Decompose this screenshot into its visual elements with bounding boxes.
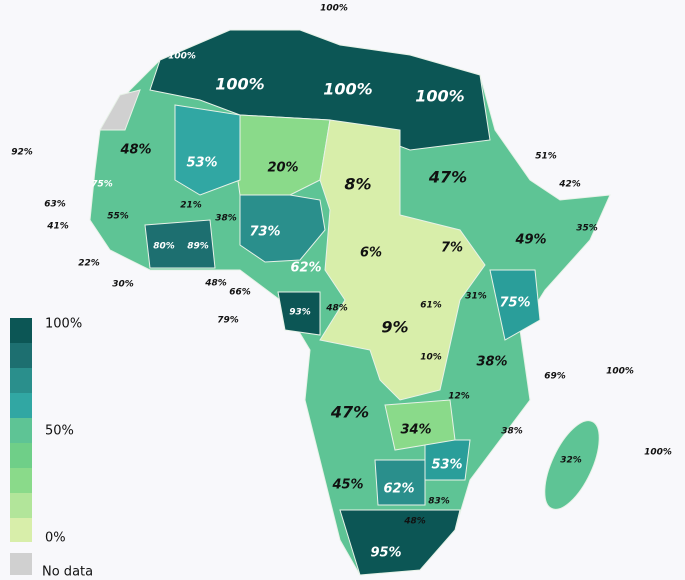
value-label: 48%: [325, 304, 348, 314]
legend-label: 100%: [45, 317, 82, 332]
gabon-region: [277, 291, 321, 336]
value-label: 38%: [215, 214, 237, 224]
value-label: 63%: [44, 200, 66, 210]
value-label: 30%: [112, 280, 134, 290]
value-label: 38%: [476, 355, 507, 370]
legend-swatch: [10, 368, 32, 393]
value-label: 9%: [381, 318, 408, 337]
value-label: 53%: [186, 156, 217, 171]
value-label: 100%: [215, 75, 264, 94]
value-label: 42%: [558, 180, 581, 190]
legend-label: 50%: [45, 424, 74, 439]
zambia-region: [384, 399, 456, 451]
value-label: 51%: [535, 152, 557, 162]
legend-swatch: [10, 518, 32, 542]
value-label: 47%: [428, 168, 467, 187]
legend-label: No data: [42, 565, 93, 580]
value-label: 80%: [153, 242, 175, 252]
value-label: 92%: [11, 148, 33, 158]
value-label: 61%: [420, 301, 442, 311]
legend-swatch: [10, 468, 32, 493]
value-label: 83%: [428, 497, 450, 507]
value-label: 10%: [420, 353, 442, 363]
legend-swatch: [10, 343, 32, 368]
madagascar: [544, 420, 600, 510]
legend-label: 0%: [45, 531, 66, 546]
value-label: 100%: [323, 80, 372, 99]
south-region: [339, 509, 461, 576]
value-label: 8%: [344, 175, 371, 194]
value-label: 89%: [187, 242, 209, 252]
value-label: 12%: [448, 392, 470, 402]
value-label: 32%: [560, 456, 582, 466]
legend-swatch: [10, 553, 32, 575]
value-label: 53%: [431, 458, 462, 473]
value-label: 100%: [644, 448, 672, 458]
value-label: 48%: [204, 279, 227, 289]
legend-swatch: [10, 418, 32, 443]
legend-swatch: [10, 493, 32, 518]
western-sahara: [99, 89, 141, 131]
legend: 100% 50% 0% No data: [10, 317, 93, 580]
value-labels: 100% 100% 100% 100% 100% 48% 53% 20% 8% …: [11, 4, 672, 561]
value-label: 38%: [501, 427, 523, 437]
nigeria-region: [239, 194, 326, 263]
value-label: 62%: [290, 261, 321, 276]
legend-swatch: [10, 318, 32, 343]
kenya-region: [489, 269, 541, 341]
value-label: 75%: [499, 296, 530, 311]
value-label: 66%: [229, 288, 251, 298]
value-label: 47%: [330, 403, 369, 422]
legend-swatch: [10, 443, 32, 468]
value-label: 55%: [107, 212, 129, 222]
value-label: 95%: [370, 546, 401, 561]
value-label: 6%: [360, 246, 382, 261]
value-label: 100%: [320, 4, 348, 14]
value-label: 62%: [383, 482, 414, 497]
value-label: 31%: [465, 292, 487, 302]
legend-swatch: [10, 393, 32, 418]
value-label: 48%: [119, 143, 151, 158]
value-label: 79%: [217, 316, 239, 326]
value-label: 35%: [576, 224, 598, 234]
value-label: 22%: [78, 259, 100, 269]
value-label: 100%: [415, 87, 464, 106]
gold-coast: [144, 219, 216, 269]
value-label: 45%: [331, 478, 363, 493]
west-region: [174, 104, 241, 196]
value-label: 48%: [403, 517, 426, 527]
value-label: 34%: [400, 423, 431, 438]
botswana-region: [374, 459, 426, 506]
map-shapes: [89, 29, 611, 576]
value-label: 73%: [249, 225, 280, 240]
value-label: 7%: [441, 241, 463, 256]
value-label: 49%: [514, 233, 546, 248]
value-label: 100%: [168, 52, 196, 62]
value-label: 69%: [544, 372, 566, 382]
value-label: 100%: [606, 367, 634, 377]
value-label: 93%: [289, 308, 311, 318]
value-label: 21%: [180, 201, 202, 211]
value-label: 20%: [267, 161, 298, 176]
central-region: [319, 119, 486, 401]
value-label: 75%: [91, 180, 113, 190]
value-label: 41%: [46, 222, 69, 232]
